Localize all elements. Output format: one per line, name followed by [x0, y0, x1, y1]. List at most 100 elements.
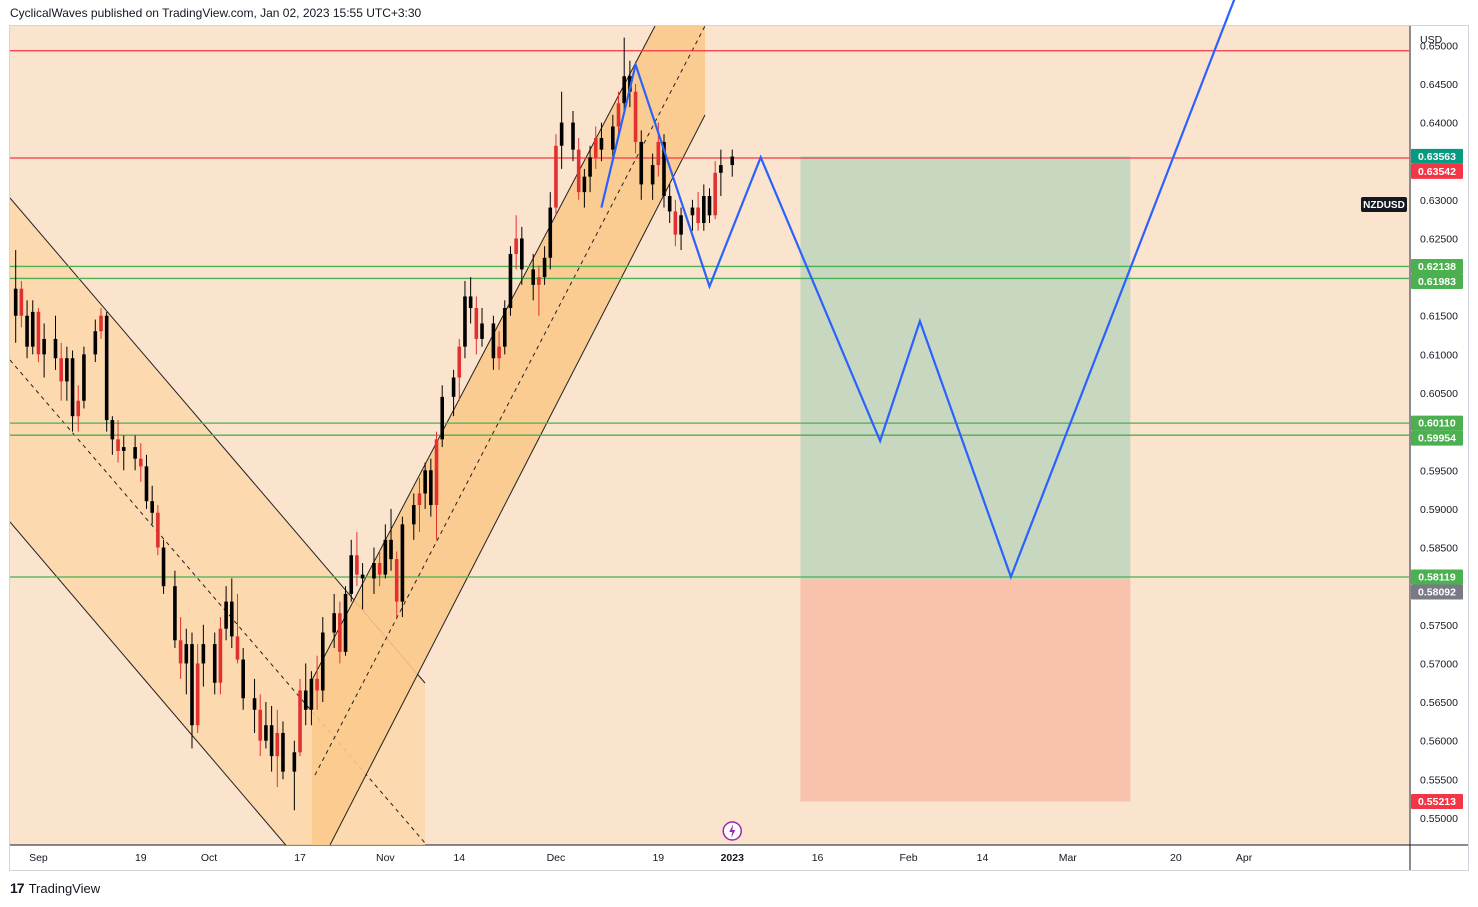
price-tick-label: 0.55000 [1420, 813, 1458, 825]
candle-body [65, 358, 69, 382]
candle-body [116, 439, 120, 451]
candle-body [82, 354, 86, 401]
candle-body [616, 103, 621, 127]
candle-body [423, 470, 427, 494]
candle-body [690, 207, 695, 216]
candle-body [531, 269, 536, 285]
candle-body [474, 308, 479, 339]
candle-body [178, 640, 183, 664]
candle-body [360, 574, 365, 579]
candle-body [730, 156, 735, 166]
candle-body [508, 253, 513, 309]
candle-body [497, 346, 501, 359]
candle-body [343, 593, 348, 652]
candle-body [104, 315, 109, 421]
time-tick-label: Dec [547, 852, 566, 864]
candle-body [184, 644, 189, 664]
candle-body [30, 311, 35, 347]
candle-body [548, 207, 553, 258]
candle-body [514, 238, 518, 254]
candle-body [338, 613, 342, 652]
candle-body [121, 447, 126, 451]
candle-body [36, 311, 41, 355]
chart-frame[interactable] [9, 25, 1469, 871]
symbol-tag: NZDUSD [1363, 200, 1405, 211]
price-tick-label: 0.57000 [1420, 658, 1458, 670]
candle-body [576, 149, 581, 193]
candle-body [150, 501, 154, 513]
candle-body [70, 358, 75, 417]
price-badge [1411, 415, 1463, 431]
price-badge-label: 0.59954 [1418, 433, 1456, 445]
candle-body [611, 126, 615, 150]
price-badge-label: 0.58119 [1418, 571, 1456, 583]
price-badge [1411, 794, 1463, 810]
candle-body [417, 493, 422, 506]
time-tick-label: Mar [1059, 852, 1078, 864]
price-badge [1411, 258, 1463, 274]
candle-body [309, 678, 314, 710]
candle-body [457, 346, 462, 378]
price-badge [1411, 584, 1463, 600]
target-zone[interactable] [800, 156, 1131, 580]
candle-body [662, 141, 666, 196]
projection-path[interactable] [600, 0, 1238, 581]
price-tick-label: 0.61000 [1420, 349, 1458, 361]
candle-body [349, 555, 354, 594]
candle-body [76, 400, 81, 417]
candle-body [110, 420, 115, 440]
candle-body [19, 288, 24, 316]
candle-body [559, 122, 564, 146]
price-tick-label: 0.64500 [1420, 79, 1458, 91]
candle-body [13, 288, 18, 316]
candle-body [429, 470, 433, 506]
candle-body [133, 447, 137, 459]
published-header: CyclicalWaves published on TradingView.c… [10, 6, 422, 20]
time-tick-label: 2023 [721, 852, 745, 864]
price-badge [1411, 273, 1463, 289]
candle-body [696, 207, 700, 224]
price-badge-label: 0.61983 [1418, 276, 1456, 288]
time-tick-label: 16 [812, 852, 824, 864]
candle-body [190, 644, 194, 726]
tradingview-brand[interactable]: 17 TradingView [10, 880, 100, 896]
time-tick-label: 19 [135, 852, 147, 864]
brand-label: TradingView [28, 880, 101, 896]
stop-zone[interactable] [800, 579, 1131, 802]
candle-body [315, 678, 319, 691]
candle-body [59, 358, 63, 382]
candle-body [702, 195, 706, 224]
time-tick-label: Oct [201, 852, 217, 864]
price-tick-label: 0.64000 [1420, 118, 1458, 130]
candle-body [372, 562, 376, 579]
price-badge-label: 0.63542 [1418, 166, 1456, 178]
price-badge-label: 0.55213 [1418, 796, 1456, 808]
candle-body [468, 296, 473, 309]
candle-body [252, 698, 257, 710]
time-tick-label: Apr [1236, 852, 1253, 864]
time-tick-label: Feb [899, 852, 917, 864]
candle-body [667, 195, 672, 212]
ascending-channel-lower [329, 114, 706, 845]
candle-body [622, 76, 626, 104]
candle-body [434, 439, 439, 506]
candle-body [320, 632, 325, 691]
candle-body [588, 157, 592, 177]
candle-body [332, 613, 336, 633]
time-tick-label: 19 [652, 852, 664, 864]
candle-body [593, 138, 598, 158]
price-badge-label: 0.60110 [1418, 418, 1456, 430]
candle-body [502, 308, 507, 347]
time-tick-label: 14 [977, 852, 989, 864]
candle-body [201, 644, 206, 664]
candle-body [275, 732, 280, 757]
price-tick-label: 0.55500 [1420, 774, 1458, 786]
price-tick-label: 0.62500 [1420, 233, 1458, 245]
currency-label: USD [1420, 34, 1443, 46]
symbol-tag-bg [1361, 197, 1407, 212]
price-tick-label: 0.61500 [1420, 311, 1458, 323]
candle-body [355, 555, 359, 575]
candle-body [633, 91, 638, 142]
candle-body [25, 315, 29, 347]
